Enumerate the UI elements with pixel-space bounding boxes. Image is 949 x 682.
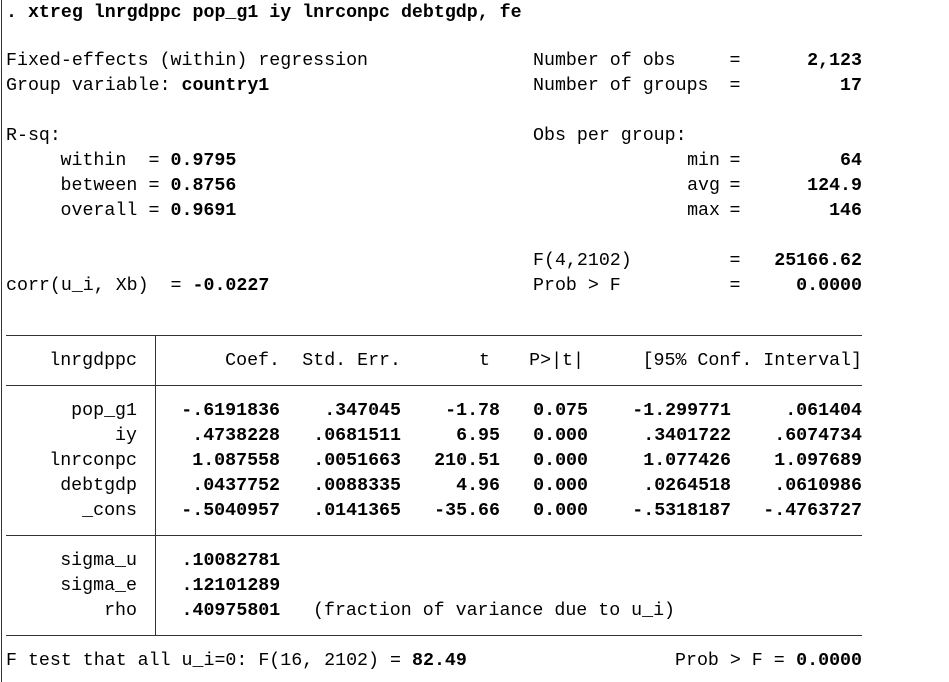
f-value: 25166.62 [774, 251, 862, 271]
equals-sign: = [171, 276, 182, 296]
equals-sign: = [149, 201, 160, 221]
column-header: t [479, 351, 490, 371]
column-header: Std. Err. [302, 351, 401, 371]
rsq-value: 0.9795 [171, 151, 237, 171]
cell: 0.075 [533, 401, 588, 421]
footer-test: F test that all u_i=0: F(16, 2102) = [6, 651, 401, 671]
rsq-row-label: within [61, 151, 127, 171]
cell: -.5040957 [181, 501, 280, 521]
variance-label: sigma_u [60, 551, 137, 571]
variance-label: rho [104, 601, 137, 621]
cell: 4.96 [456, 476, 500, 496]
row-label: iy [115, 426, 137, 446]
group-value: country1 [182, 76, 270, 96]
cell: -1.299771 [632, 401, 731, 421]
row-label: lnrconpc [49, 451, 137, 471]
cell: .6074734 [774, 426, 862, 446]
column-header: [95% Conf. Interval] [643, 351, 862, 371]
group-label: Group variable: [6, 76, 171, 96]
equals-sign: = [149, 151, 160, 171]
cell: -.6191836 [181, 401, 280, 421]
corr-value: -0.0227 [193, 276, 270, 296]
equals-sign: = [730, 151, 741, 171]
cell: .0141365 [313, 501, 401, 521]
cell: .4738228 [192, 426, 280, 446]
stat-label: Number of obs [533, 51, 676, 71]
rsq-label: R-sq: [6, 126, 61, 146]
footer-prob-label: Prob > F = [675, 651, 785, 671]
equals-sign: = [730, 51, 741, 71]
cell: 1.097689 [774, 451, 862, 471]
rsq-value: 0.9691 [171, 201, 237, 221]
cell: -.4763727 [763, 501, 862, 521]
variance-label: sigma_e [60, 576, 137, 596]
cell: 1.087558 [192, 451, 280, 471]
row-label: _cons [81, 501, 137, 521]
stat-value: 2,123 [807, 51, 862, 71]
obs-row-label: avg [687, 176, 720, 196]
obs-row-label: min [687, 151, 720, 171]
footer-value: 82.49 [412, 651, 467, 671]
equals-sign: = [730, 251, 741, 271]
cell: .0051663 [313, 451, 401, 471]
stat-label: Number of groups [533, 76, 709, 96]
cell: .061404 [785, 401, 862, 421]
cell: -1.78 [445, 401, 500, 421]
command: . xtreg lnrgdppc pop_g1 iy lnrconpc debt… [6, 3, 522, 23]
column-header: lnrgdppc [49, 351, 137, 371]
equals-sign: = [730, 276, 741, 296]
equals-sign: = [730, 176, 741, 196]
variance-note: (fraction of variance due to u_i) [313, 601, 675, 621]
rsq-value: 0.8756 [171, 176, 237, 196]
row-label: pop_g1 [71, 401, 137, 421]
cell: .0681511 [313, 426, 401, 446]
cell: 1.077426 [643, 451, 731, 471]
obs-row-label: max [687, 201, 720, 221]
cell: 0.000 [533, 426, 588, 446]
cell: .0437752 [192, 476, 280, 496]
row-label: debtgdp [60, 476, 137, 496]
cell: 6.95 [456, 426, 500, 446]
equals-sign: = [149, 176, 160, 196]
equals-sign: = [730, 76, 741, 96]
variance-value: .10082781 [182, 551, 281, 571]
cell: 0.000 [533, 451, 588, 471]
cell: .347045 [324, 401, 401, 421]
cell: -.5318187 [632, 501, 731, 521]
corr-label: corr(u_i, Xb) [6, 276, 149, 296]
column-header: P>|t| [529, 351, 584, 371]
f-label: F(4,2102) [533, 251, 632, 271]
footer-prob-value: 0.0000 [796, 651, 862, 671]
prob-value: 0.0000 [796, 276, 862, 296]
obs-value: 124.9 [807, 176, 862, 196]
obs-value: 64 [840, 151, 862, 171]
cell: .3401722 [643, 426, 731, 446]
cell: 0.000 [533, 501, 588, 521]
variance-value: .12101289 [182, 576, 281, 596]
rsq-row-label: between [61, 176, 138, 196]
obs-value: 146 [829, 201, 862, 221]
cell: 0.000 [533, 476, 588, 496]
equals-sign: = [730, 201, 741, 221]
prob-label: Prob > F [533, 276, 621, 296]
rsq-row-label: overall [61, 201, 138, 221]
column-header: Coef. [225, 351, 280, 371]
stat-value: 17 [840, 76, 862, 96]
variance-value: .40975801 [182, 601, 281, 621]
model-name: Fixed-effects (within) regression [6, 51, 368, 71]
obs-group-label: Obs per group: [533, 126, 687, 146]
cell: .0088335 [313, 476, 401, 496]
cell: -35.66 [434, 501, 500, 521]
cell: 210.51 [434, 451, 500, 471]
cell: .0264518 [643, 476, 731, 496]
cell: .0610986 [774, 476, 862, 496]
